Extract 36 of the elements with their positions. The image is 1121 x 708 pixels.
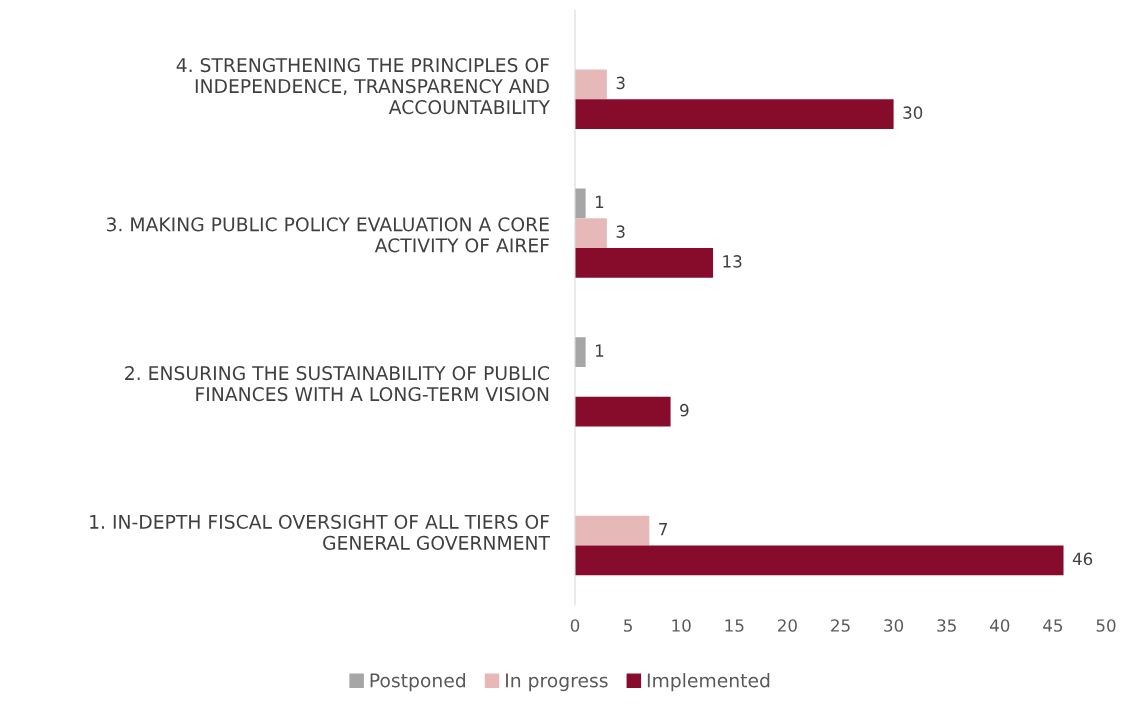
x-tick-label: 35 xyxy=(937,619,956,632)
x-tick-label: 25 xyxy=(831,619,850,632)
x-tick-label: 0 xyxy=(570,619,580,632)
x-tick-label: 50 xyxy=(1096,619,1116,632)
data-label: 1 xyxy=(595,195,604,208)
bar xyxy=(575,188,586,219)
y-tick-label: 2. ENSURING THE SUSTAINABILITY OF PUBLIC FINANCES WITH A LONG-TERM VISION xyxy=(125,366,549,402)
x-tick-label: 30 xyxy=(884,619,904,632)
data-label: 9 xyxy=(680,403,689,417)
data-label: 7 xyxy=(659,523,668,536)
x-tick-label: 40 xyxy=(990,619,1010,632)
bar xyxy=(575,337,586,367)
bar xyxy=(575,545,1064,576)
bar xyxy=(575,99,894,129)
data-label: 1 xyxy=(595,344,604,357)
bar xyxy=(575,515,650,546)
bar xyxy=(575,69,607,100)
data-label: 46 xyxy=(1072,552,1093,566)
bar xyxy=(575,396,671,427)
y-tick-label: 3. MAKING PUBLIC POLICY EVALUATION A CORE ACTIVITY OF AIREF xyxy=(106,217,549,253)
x-tick-label: 10 xyxy=(672,619,691,632)
legend-label: Postponed xyxy=(370,672,466,692)
data-label: 13 xyxy=(723,255,742,268)
x-tick-label: 20 xyxy=(778,619,797,632)
legend-label: Implemented xyxy=(647,672,770,692)
y-tick-label: 1. IN-DEPTH FISCAL OVERSIGHT OF ALL TIERS OF GENERAL GOVERNMENT xyxy=(90,514,551,550)
bar xyxy=(575,218,607,248)
x-tick-label: 15 xyxy=(725,619,744,632)
bar xyxy=(575,248,714,278)
x-tick-label: 45 xyxy=(1043,619,1063,632)
y-tick-label: 4. STRENGTHENING THE PRINCIPLES OF INDEPENDENCE, TRANSPARENCY AND ACCOUNTABILITY xyxy=(176,58,551,115)
legend-label: In progress xyxy=(506,673,608,692)
data-label: 3 xyxy=(616,76,625,90)
data-label: 30 xyxy=(903,106,923,119)
data-label: 3 xyxy=(616,225,625,238)
x-tick-label: 5 xyxy=(624,619,632,632)
